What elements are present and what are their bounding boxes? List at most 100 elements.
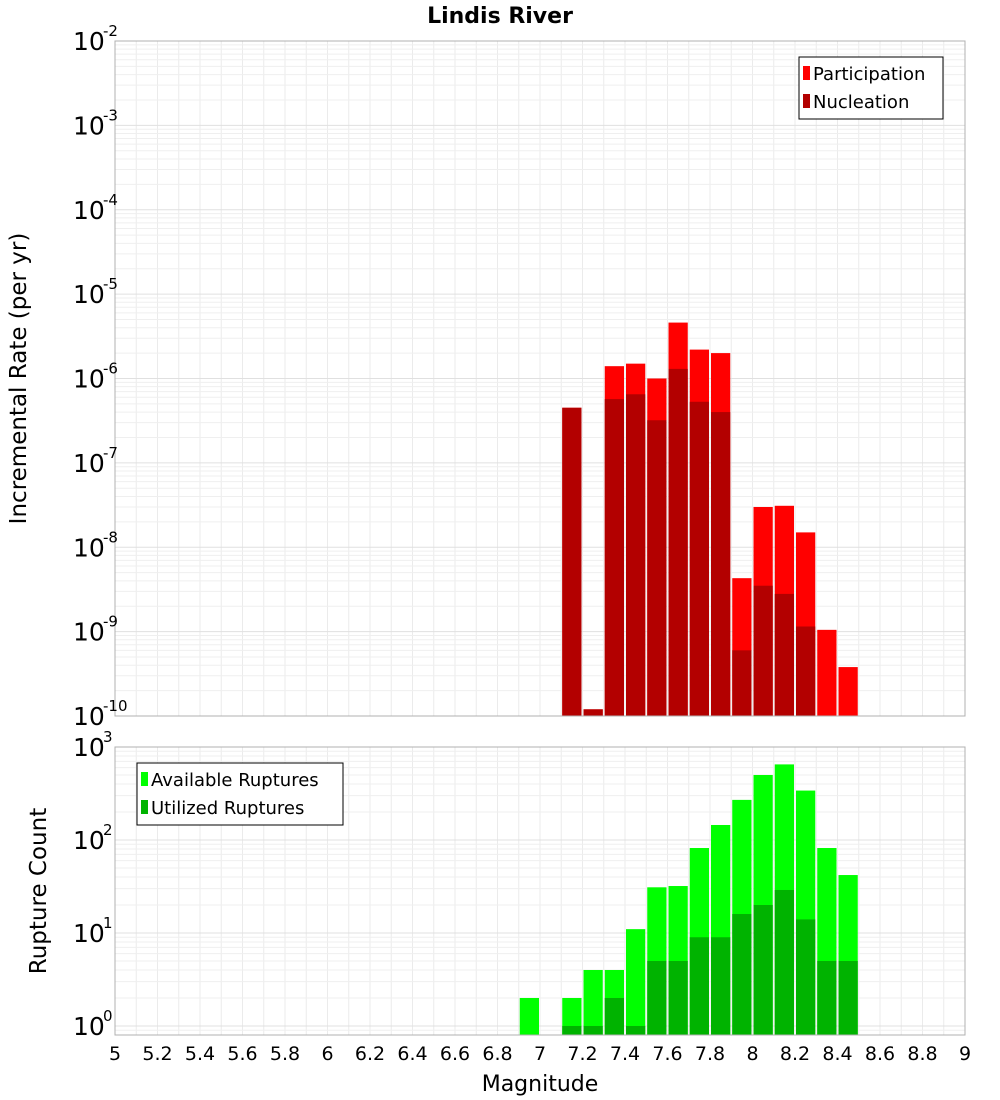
y-tick-base: 10 <box>73 919 105 948</box>
x-tick-label: 5.4 <box>185 1043 215 1065</box>
legend-swatch <box>803 94 810 108</box>
bar <box>583 969 603 1035</box>
bar <box>583 1025 603 1035</box>
y-tick-exponent: -10 <box>103 697 128 715</box>
y-tick-base: 10 <box>73 533 105 562</box>
panel-incremental-rate: 10-1010-910-810-710-610-510-410-310-2Inc… <box>6 22 966 731</box>
x-tick-label: 8.8 <box>907 1043 937 1065</box>
x-tick-label: 6.6 <box>440 1043 470 1065</box>
x-tick-label: 7.6 <box>652 1043 682 1065</box>
bar <box>732 650 752 716</box>
bar <box>668 368 688 716</box>
legend: Participation Nucleation <box>798 56 944 120</box>
x-axis-label: Magnitude <box>482 1072 599 1097</box>
bar <box>562 1025 582 1035</box>
x-tick-label: 5.6 <box>227 1043 257 1065</box>
bar <box>732 914 752 1035</box>
x-tick-label: 7.8 <box>695 1043 725 1065</box>
bar <box>647 420 667 716</box>
y-tick-exponent: -4 <box>103 191 118 209</box>
bar <box>562 997 582 1035</box>
legend-box <box>136 762 344 826</box>
x-tick-label: 6.8 <box>482 1043 512 1065</box>
y-tick-label: 101 <box>73 914 113 948</box>
y-tick-exponent: -5 <box>103 275 118 293</box>
legend-swatch <box>141 772 148 786</box>
plot-border <box>114 40 966 717</box>
y-tick-base: 10 <box>73 826 105 855</box>
legend: Available Ruptures Utilized Ruptures <box>136 762 344 826</box>
y-tick-exponent: -2 <box>103 22 118 40</box>
y-tick-exponent: -7 <box>103 444 118 462</box>
bar <box>774 889 794 1035</box>
y-tick-exponent: 0 <box>103 1007 113 1025</box>
bar <box>796 919 816 1035</box>
x-tick-label: 7.2 <box>567 1043 597 1065</box>
y-tick-base: 10 <box>73 196 105 225</box>
y-tick-label: 10-10 <box>73 697 128 731</box>
bar <box>626 1025 646 1035</box>
y-tick-base: 10 <box>73 365 105 394</box>
legend-label: Available Ruptures <box>151 770 319 791</box>
y-tick-exponent: -9 <box>103 613 118 631</box>
y-tick-label: 10-8 <box>73 528 118 562</box>
bar <box>604 997 624 1035</box>
bar <box>817 629 837 716</box>
bar <box>753 585 773 716</box>
plot-border <box>114 746 966 1036</box>
series-nucleation <box>562 368 816 716</box>
bar <box>604 399 624 716</box>
chart-title: Lindis River <box>427 4 573 29</box>
bar <box>711 412 731 716</box>
x-tick-label: 8.2 <box>780 1043 810 1065</box>
y-tick-base: 10 <box>73 1012 105 1041</box>
y-tick-label: 10-4 <box>73 191 118 225</box>
y-tick-exponent: 1 <box>103 914 113 932</box>
bar <box>817 960 837 1035</box>
y-tick-label: 102 <box>73 821 113 855</box>
x-tick-label: 7.4 <box>610 1043 640 1065</box>
y-tick-label: 10-6 <box>73 360 118 394</box>
y-tick-exponent: 3 <box>103 728 113 746</box>
y-axis-label: Rupture Count <box>26 808 52 974</box>
y-axis-label: Incremental Rate (per yr) <box>6 233 32 525</box>
bar <box>753 904 773 1035</box>
legend-label: Utilized Ruptures <box>151 798 304 819</box>
y-tick-exponent: -8 <box>103 528 118 546</box>
x-tick-label: 9 <box>959 1043 971 1065</box>
bar <box>689 937 709 1035</box>
y-tick-base: 10 <box>73 280 105 309</box>
bar <box>647 960 667 1035</box>
legend-box <box>798 56 944 120</box>
y-tick-base: 10 <box>73 27 105 56</box>
series-utilized-ruptures <box>562 889 858 1035</box>
x-tick-label: 8.4 <box>822 1043 852 1065</box>
x-tick-label: 8.6 <box>865 1043 895 1065</box>
x-tick-label: 6 <box>321 1043 333 1065</box>
legend-label: Nucleation <box>813 92 909 113</box>
bar <box>562 407 582 716</box>
bar <box>626 929 646 1035</box>
x-tick-label: 5 <box>109 1043 121 1065</box>
x-tick-label: 7 <box>534 1043 546 1065</box>
bar <box>519 997 539 1035</box>
y-tick-base: 10 <box>73 449 105 478</box>
bar <box>838 960 858 1035</box>
y-tick-label: 10-7 <box>73 444 118 478</box>
y-tick-base: 10 <box>73 733 105 762</box>
bar <box>796 626 816 716</box>
x-tick-label: 6.4 <box>397 1043 427 1065</box>
bar <box>711 937 731 1035</box>
y-tick-base: 10 <box>73 618 105 647</box>
grid <box>114 40 966 717</box>
y-tick-base: 10 <box>73 702 105 731</box>
y-tick-exponent: -3 <box>103 106 118 124</box>
y-tick-label: 10-9 <box>73 613 118 647</box>
x-axis: 5 5.2 5.4 5.6 5.8 6 6.2 6.4 6.6 6.8 7 7.2 7.4 7.6 7.8 8… <box>109 1043 971 1097</box>
y-tick-base: 10 <box>73 111 105 140</box>
bar <box>668 960 688 1035</box>
x-tick-label: 5.8 <box>270 1043 300 1065</box>
legend-swatch <box>803 66 810 80</box>
